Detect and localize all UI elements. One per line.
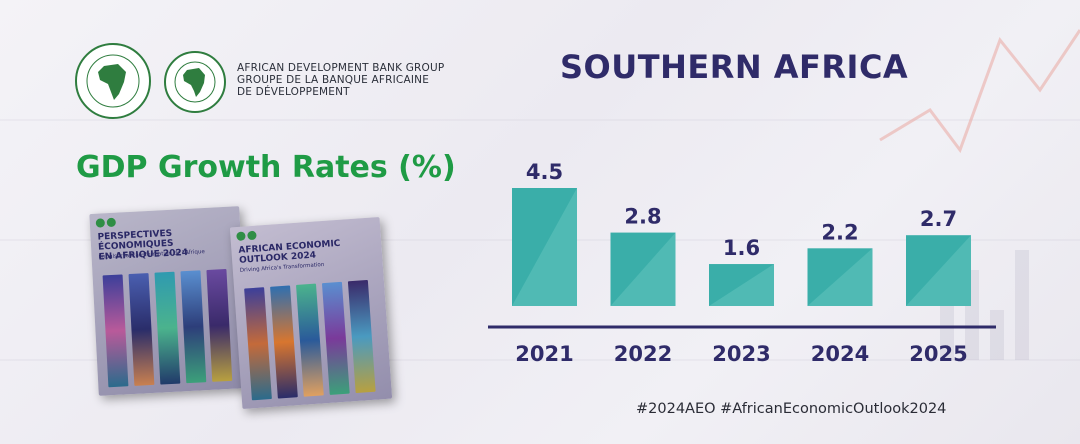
logo-text: AFRICAN DEVELOPMENT BANK GROUP GROUPE DE… (237, 62, 444, 98)
bar-shine-2021 (512, 188, 577, 306)
region-title: SOUTHERN AFRICA (560, 48, 909, 86)
value-label-2023: 1.6 (723, 236, 760, 260)
cover-artwork (102, 268, 239, 388)
value-label-2021: 4.5 (526, 160, 563, 184)
report-cover-english: AFRICAN ECONOMIC OUTLOOK 2024 Driving Af… (229, 216, 393, 410)
x-tick-label-2025: 2025 (909, 342, 967, 366)
logo-line-2: GROUPE DE LA BANQUE AFRICAINE (237, 74, 430, 86)
hashtags: #2024AEO #AfricanEconomicOutlook2024 (636, 401, 947, 417)
report-cover-french: PERSPECTIVES ÉCONOMIQUES EN AFRIQUE 2024… (89, 206, 249, 396)
logo-line-3: DE DÉVELOPPEMENT (237, 86, 350, 98)
value-label-2024: 2.2 (821, 220, 858, 244)
adf-seal-icon (164, 51, 226, 113)
x-tick-label-2023: 2023 (712, 342, 770, 366)
x-tick-label-2022: 2022 (614, 342, 672, 366)
value-label-2022: 2.8 (624, 205, 661, 229)
gdp-title: GDP Growth Rates (%) (76, 150, 456, 185)
gdp-bar-chart: 4.5 2021 2.8 2022 1.6 2023 2.2 2024 2.7 2025 (488, 160, 996, 366)
afdb-logo-block: AFRICAN DEVELOPMENT BANK GROUP GROUPE DE… (74, 42, 444, 122)
value-label-2025: 2.7 (920, 207, 957, 231)
bar-shine-2023 (709, 264, 774, 306)
x-tick-label-2021: 2021 (515, 342, 573, 366)
afdb-seal-icon (75, 43, 151, 119)
report-covers: PERSPECTIVES ÉCONOMIQUES EN AFRIQUE 2024… (89, 200, 400, 430)
x-tick-label-2024: 2024 (811, 342, 869, 366)
logo-line-1: AFRICAN DEVELOPMENT BANK GROUP (237, 62, 445, 74)
cover-artwork (244, 279, 381, 401)
